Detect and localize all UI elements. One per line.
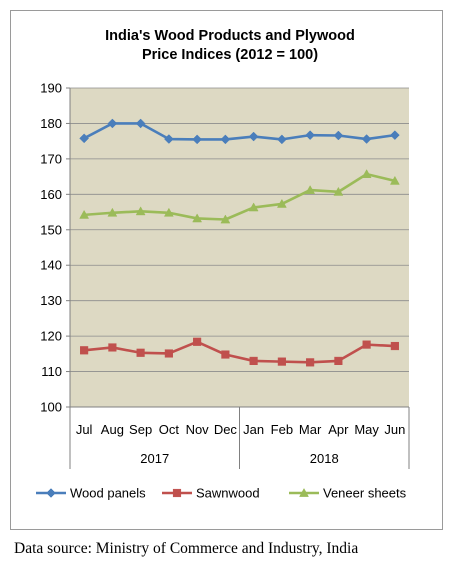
data-point-s2-4 <box>192 213 203 223</box>
y-tick-label-1: 110 <box>41 364 62 379</box>
plot-background <box>70 88 409 407</box>
x-tick-label-4: Nov <box>186 422 210 437</box>
series-2 <box>79 169 400 224</box>
data-point-s2-7 <box>276 198 287 208</box>
y-tick-label-4: 140 <box>40 258 62 273</box>
series-lines <box>79 118 400 367</box>
series-0 <box>79 118 400 145</box>
legend-marker-2 <box>299 487 309 497</box>
data-point-s2-2 <box>135 206 146 216</box>
x-tick-label-7: Feb <box>271 422 293 437</box>
data-point-s0-6 <box>248 131 259 142</box>
data-point-s1-7 <box>277 357 286 366</box>
data-point-s1-1 <box>108 343 117 352</box>
data-point-s0-2 <box>135 118 146 129</box>
data-point-s1-8 <box>306 358 315 367</box>
legend-entry-2: Veneer sheets <box>289 486 407 501</box>
x-tick-label-2: Sep <box>129 422 152 437</box>
data-point-s1-3 <box>164 349 173 358</box>
legend-marker-0 <box>46 488 56 498</box>
data-point-s2-6 <box>248 202 259 212</box>
data-point-s0-7 <box>277 134 287 145</box>
data-point-s1-2 <box>136 348 145 357</box>
x-tick-label-10: May <box>354 422 379 437</box>
data-point-s1-10 <box>362 340 371 349</box>
data-point-s2-10 <box>361 169 372 178</box>
y-tick-label-2: 120 <box>40 329 62 344</box>
x-tick-label-8: Mar <box>299 422 322 437</box>
data-point-s0-5 <box>220 134 231 145</box>
y-tick-label-6: 160 <box>40 187 62 202</box>
x-tick-label-0: Jul <box>76 422 93 437</box>
data-point-s0-10 <box>361 134 372 144</box>
x-tick-label-5: Dec <box>214 422 238 437</box>
data-point-s2-0 <box>79 209 90 219</box>
legend-entry-0: Wood panels <box>36 486 146 501</box>
y-tick-label-9: 190 <box>40 81 62 96</box>
series-line-2 <box>84 172 396 221</box>
data-source-note: Data source: Ministry of Commerce and In… <box>14 540 359 557</box>
legend: Wood panels Sawnwood Veneer sheets <box>36 486 407 501</box>
data-point-s2-3 <box>163 207 174 217</box>
data-point-s1-5 <box>221 350 230 359</box>
y-tick-label-8: 180 <box>40 116 62 131</box>
data-point-s1-4 <box>193 337 202 346</box>
data-point-s0-1 <box>107 118 118 129</box>
data-point-s2-1 <box>107 207 118 217</box>
x-tick-label-3: Oct <box>159 422 180 437</box>
data-point-s0-11 <box>390 130 400 140</box>
data-point-s1-6 <box>249 356 258 365</box>
x-tick-label-9: Apr <box>328 422 349 437</box>
axes: 100 110 120 130 140 150 160 170 180 190 Jul Aug Sep O… <box>40 81 410 469</box>
y-tick-label-3: 130 <box>40 293 62 308</box>
data-point-s2-5 <box>220 214 231 224</box>
legend-label-0: Wood panels <box>70 486 146 501</box>
data-point-s0-4 <box>192 134 202 145</box>
legend-marker-1 <box>172 488 182 498</box>
line-chart: India's Wood Products and Plywood Price … <box>36 28 410 501</box>
y-tick-label-0: 100 <box>40 400 62 415</box>
y-tick-label-5: 150 <box>40 222 62 237</box>
year-group-label-0: 2017 <box>140 451 169 466</box>
chart-title-line-2: Price Indices (2012 = 100) <box>142 47 318 63</box>
data-point-s0-3 <box>164 134 174 144</box>
x-tick-label-6: Jan <box>243 422 264 437</box>
x-tick-label-11: Jun <box>384 422 405 437</box>
chart-frame: India's Wood Products and Plywood Price … <box>10 10 443 530</box>
data-point-s0-0 <box>79 133 89 144</box>
data-point-s0-8 <box>305 130 315 140</box>
x-tick-label-1: Aug <box>101 422 124 437</box>
plot-area <box>70 87 409 408</box>
legend-entry-1: Sawnwood <box>162 486 260 501</box>
series-1 <box>80 337 399 367</box>
series-line-1 <box>83 340 395 364</box>
data-point-s1-11 <box>390 341 399 351</box>
data-point-s2-8 <box>305 185 316 194</box>
y-tick-label-7: 170 <box>40 151 62 166</box>
data-point-s2-11 <box>389 175 400 185</box>
data-point-s1-0 <box>80 346 89 355</box>
year-group-label-1: 2018 <box>310 451 339 466</box>
data-point-s0-9 <box>333 130 344 141</box>
legend-label-2: Veneer sheets <box>323 486 407 501</box>
data-point-s1-9 <box>334 356 343 365</box>
data-point-s2-9 <box>333 186 344 196</box>
chart-title-line-1: India's Wood Products and Plywood <box>105 28 355 44</box>
legend-label-1: Sawnwood <box>196 486 260 501</box>
